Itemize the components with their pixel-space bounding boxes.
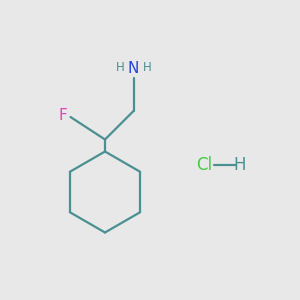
Text: F: F bbox=[59, 108, 68, 123]
Text: H: H bbox=[116, 61, 124, 74]
Text: N: N bbox=[128, 61, 139, 76]
Text: H: H bbox=[142, 61, 152, 74]
Text: H: H bbox=[234, 156, 246, 174]
Text: Cl: Cl bbox=[196, 156, 212, 174]
